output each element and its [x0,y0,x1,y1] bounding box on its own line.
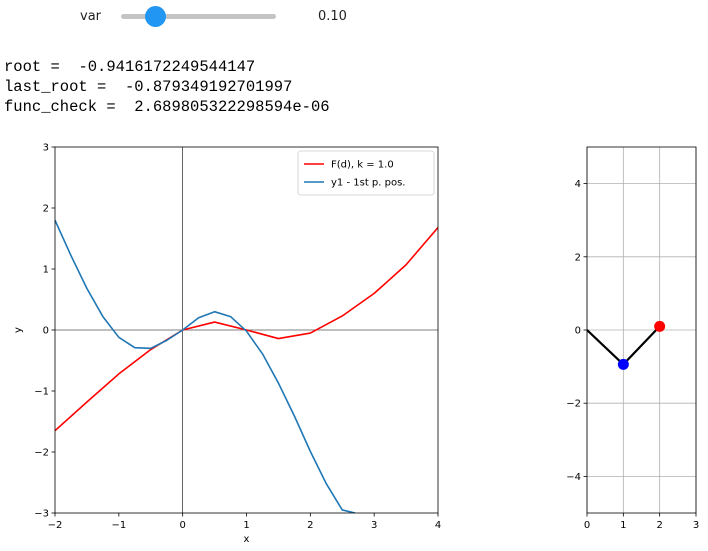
y-tick-label-2: −1 [34,387,49,398]
x-tick-label-2: 0 [179,520,185,531]
last-root-value: -0.879349192701997 [124,78,293,96]
slider-readout: 0.10 [318,9,347,24]
y-axis-label: y [13,327,24,333]
y-tick-label-0: −3 [34,509,49,520]
x-tick-label-1: 1 [620,520,626,531]
y-tick-label-3: 2 [575,252,581,263]
series-line-0 [55,226,438,432]
slider-handle[interactable] [145,6,167,27]
legend-entry-1: y1 - 1st p. pos. [331,178,405,189]
slider-track[interactable] [121,14,276,19]
root-label: root = [4,58,70,76]
x-tick-label-3: 1 [243,520,249,531]
legend: F(d), k = 1.0 y1 - 1st p. pos. [297,150,435,196]
y-tick-label-4: 1 [43,265,49,276]
x-tick-label-2: 2 [656,520,662,531]
y-tick-label-4: 4 [575,179,581,190]
y-tick-label-0: −4 [566,472,581,483]
legend-entry-0: F(d), k = 1.0 [331,160,394,171]
last-root-line: last_root = -0.879349192701997 [4,77,330,97]
slider-widget: var 0.10 [0,0,708,34]
y-tick-label-1: −2 [566,399,581,410]
mechanism-point-0 [617,358,629,370]
x-tick-label-6: 4 [435,520,441,531]
x-tick-label-0: −2 [48,520,63,531]
cell-output: root = -0.9416172249544147 last_root = -0… [4,57,330,117]
x-tick-label-0: 0 [584,520,590,531]
y-tick-label-5: 2 [43,204,49,215]
y-tick-label-1: −2 [34,448,49,459]
func-check-label: func_check = [4,98,125,116]
series-line-1 [55,219,356,513]
root-line: root = -0.9416172249544147 [4,57,330,77]
root-value: -0.9416172249544147 [78,58,256,76]
slider-label: var [80,9,102,24]
x-tick-label-1: −1 [111,520,126,531]
y-tick-label-3: 0 [43,326,49,337]
func-check-line: func_check = 2.689805322298594e-06 [4,97,330,117]
mechanism-chart: 0 1 2 3 −4 −2 0 2 4 [566,146,699,531]
y-tick-label-2: 0 [575,326,581,337]
x-axis-label: x [244,534,250,545]
last-root-label: last_root = [4,78,116,96]
x-tick-label-3: 3 [693,520,699,531]
func-check-value: 2.689805322298594e-06 [134,98,330,116]
mechanism-point-1 [654,320,666,332]
x-tick-label-5: 3 [371,520,377,531]
x-tick-label-4: 2 [307,520,313,531]
y-tick-label-6: 3 [43,143,49,154]
